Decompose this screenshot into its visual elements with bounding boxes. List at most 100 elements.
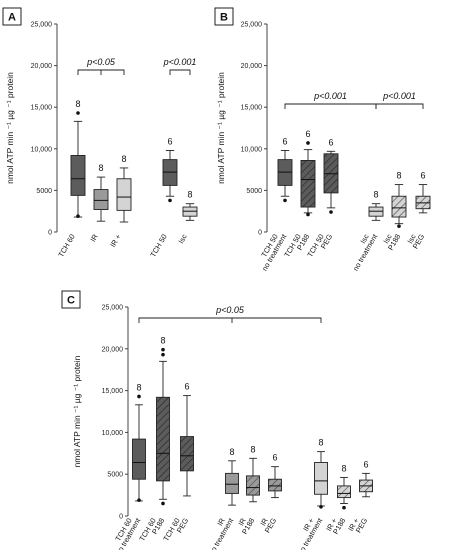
bracket-line	[284, 103, 377, 109]
sample-size-label: 6	[282, 136, 287, 146]
significance-bracket: p<0.001	[375, 91, 424, 109]
significance-bracket: p<0.05	[138, 305, 322, 323]
outlier-point	[168, 198, 172, 203]
bracket-line	[138, 317, 322, 323]
category-label: IR	[215, 517, 226, 528]
sample-size-label: 6	[328, 137, 333, 147]
category-label: TCH 60	[56, 233, 76, 259]
sample-size-label: 6	[363, 459, 368, 469]
box-body	[93, 189, 109, 210]
p-value-label: p<0.001	[382, 91, 416, 101]
sample-size-label: 8	[318, 438, 323, 448]
category-label: Isc	[358, 232, 371, 245]
box-4: 6 TCH 50	[148, 136, 178, 259]
category-label: IR +	[108, 233, 123, 249]
outlier-point	[161, 352, 165, 357]
bracket-line	[169, 69, 191, 75]
box-body	[246, 475, 260, 496]
outlier-point	[76, 111, 80, 115]
panel-c: C 0 5000 10,000 15,000 20,000 25,000 nmol ATP m…	[61, 290, 373, 550]
y-tick-label: 25,000	[102, 305, 124, 312]
y-tick-label: 25,000	[31, 22, 53, 29]
y-tick-label: 10,000	[241, 146, 263, 153]
box-body	[180, 436, 194, 472]
y-tick-label: 10,000	[102, 430, 124, 437]
outlier-point	[161, 347, 165, 352]
category-label: Isc	[381, 232, 394, 245]
panel-label-box	[214, 7, 234, 26]
category-label: IR	[88, 233, 99, 244]
box-body	[300, 159, 316, 208]
box-body	[337, 485, 351, 499]
sample-size-label: 8	[187, 190, 192, 200]
sample-size-label: 6	[420, 171, 425, 181]
category-label: Isc	[405, 232, 418, 245]
y-tick-label: 5000	[246, 188, 262, 195]
category-label: IR	[236, 517, 247, 528]
box-2: 8 IR	[88, 163, 109, 244]
sample-size-label: 8	[229, 447, 234, 457]
category-label: Isc	[176, 232, 189, 245]
box-7: 8IR +no treatment	[296, 438, 328, 550]
box-body	[156, 396, 170, 482]
y-tick-label: 20,000	[241, 63, 263, 70]
sample-size-label: 8	[160, 336, 165, 346]
y-axis-label: nmol ATP min ⁻¹ µg ⁻¹ protein	[5, 72, 15, 184]
significance-bracket: p<0.001	[163, 57, 197, 75]
y-tick-label: 10,000	[31, 146, 53, 153]
p-value-label: p<0.001	[163, 57, 197, 67]
panel-b: B 0 5000 10,000 15,000 20,000 25,000 nmol ATP m…	[214, 7, 431, 272]
y-tick-label: 20,000	[102, 346, 124, 353]
outlier-point	[397, 224, 401, 228]
outlier-point	[329, 210, 333, 214]
y-tick-label: 0	[119, 514, 123, 521]
box-8: 8IR +P188	[324, 464, 351, 536]
outlier-point	[283, 198, 287, 203]
box-body	[314, 462, 328, 495]
box-3: 8 IR +	[108, 154, 132, 249]
y-axis-label: nmol ATP min ⁻¹ µg ⁻¹ protein	[72, 355, 82, 467]
y-tick-label: 15,000	[241, 105, 263, 112]
box-body	[132, 438, 146, 480]
panel-label-box	[2, 7, 22, 26]
y-tick-label: 5000	[107, 472, 123, 479]
panel-label: C	[67, 295, 75, 307]
outlier-point	[76, 214, 80, 218]
sample-size-label: 8	[250, 444, 255, 454]
y-tick-label: 25,000	[241, 22, 263, 29]
significance-bracket: p<0.001	[284, 91, 377, 109]
y-tick-label: 5000	[36, 188, 52, 195]
panel-label-box	[61, 290, 81, 309]
panel-label: B	[220, 12, 228, 24]
sample-size-label: 6	[305, 129, 310, 139]
y-tick-label: 0	[258, 230, 262, 237]
box-5: 8 Isc	[176, 190, 198, 245]
category-label: TCH 50	[148, 233, 168, 259]
p-value-label: p<0.05	[86, 57, 116, 67]
sample-size-label: 8	[373, 190, 378, 200]
sample-size-label: 8	[98, 163, 103, 173]
box-1: 8 TCH 60	[56, 99, 86, 259]
box-9: 6IR +PEG	[346, 459, 373, 534]
sample-size-label: 6	[167, 136, 172, 146]
outlier-point	[306, 141, 310, 145]
y-tick-label: 15,000	[102, 388, 124, 395]
panel-a: A 0 5000 10,000 15,000 20,000 25,000 nmol ATP m…	[2, 7, 198, 259]
box-body	[225, 472, 239, 494]
sample-size-label: 8	[396, 171, 401, 181]
box-body	[391, 195, 407, 218]
sample-size-label: 8	[75, 99, 80, 109]
outlier-point	[306, 212, 310, 217]
y-tick-label: 15,000	[31, 105, 53, 112]
significance-bracket: p<0.05	[77, 57, 125, 75]
outlier-point	[161, 501, 165, 506]
outlier-point	[342, 505, 346, 510]
outlier-point	[137, 498, 141, 502]
outlier-point	[137, 394, 141, 399]
sample-size-label: 6	[184, 382, 189, 392]
